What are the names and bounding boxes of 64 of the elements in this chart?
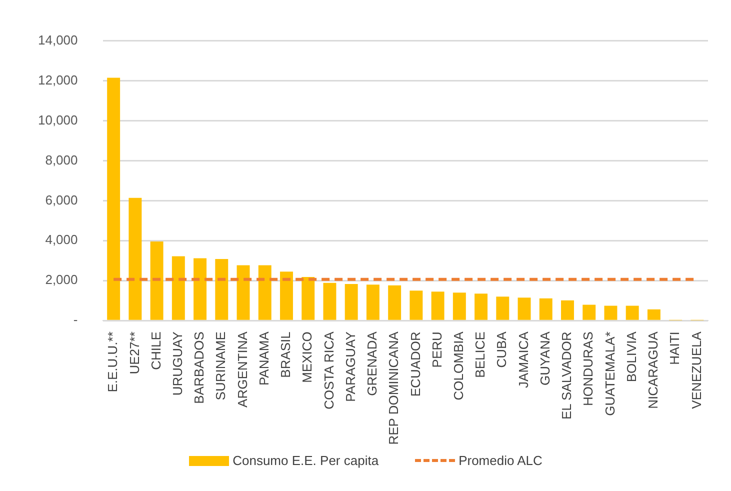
bar xyxy=(410,290,423,320)
bar xyxy=(236,265,250,320)
x-tick-label: CHILE xyxy=(148,331,164,370)
bar xyxy=(474,294,488,320)
x-tick-label: EL SALVADOR xyxy=(559,332,574,420)
x-tick-label: HAITI xyxy=(667,332,682,365)
y-tick-label: 6,000 xyxy=(45,192,78,208)
y-tick-label: 2,000 xyxy=(45,272,78,288)
x-tick-label: COLOMBIA xyxy=(451,331,466,400)
x-tick-label: E.E.U.U.** xyxy=(105,332,120,392)
y-tick-label: 14,000 xyxy=(38,32,78,48)
x-tick-label: MEXICO xyxy=(300,332,315,383)
x-tick-label: BARBADOS xyxy=(192,331,207,404)
x-tick-label: BRASIL xyxy=(278,332,294,378)
bar xyxy=(452,292,466,320)
bar xyxy=(128,198,142,320)
y-tick-label: - xyxy=(73,312,78,328)
y-tick-label: 8,000 xyxy=(45,152,78,168)
bar xyxy=(302,277,315,320)
bar xyxy=(194,258,207,320)
x-tick-label: GUATEMALA* xyxy=(602,332,618,416)
bar xyxy=(150,241,164,320)
legend-label: Promedio ALC xyxy=(458,453,542,468)
y-tick-label: 10,000 xyxy=(38,112,78,128)
bar xyxy=(344,284,358,320)
bar xyxy=(431,292,444,320)
bar xyxy=(172,256,185,320)
bar xyxy=(518,298,531,320)
bar xyxy=(604,306,618,320)
bar xyxy=(366,284,380,320)
x-tick-label: COSTA RICA xyxy=(321,331,336,410)
x-tick-label: ECUADOR xyxy=(408,332,423,397)
x-tick-label: REP DOMINICANA xyxy=(386,331,402,445)
bar xyxy=(539,298,552,320)
x-tick-label: NICARAGUA xyxy=(646,331,661,409)
x-tick-label: JAMAICA xyxy=(516,331,531,388)
bar xyxy=(561,300,574,320)
x-tick-label: HONDURAS xyxy=(580,331,596,406)
bar xyxy=(280,272,293,320)
x-tick-label: CUBA xyxy=(494,331,510,368)
bar xyxy=(647,309,660,320)
legend-label: Consumo E.E. Per capita xyxy=(232,453,379,468)
x-tick-label: BELICE xyxy=(472,331,488,378)
x-tick-label: PERU xyxy=(429,332,444,368)
y-tick-label: 4,000 xyxy=(45,232,78,248)
bar xyxy=(107,78,120,320)
x-tick-label: URUGUAY xyxy=(170,331,185,396)
x-tick-label: ARGENTINA xyxy=(234,331,250,408)
bar xyxy=(323,282,336,320)
y-tick-label: 12,000 xyxy=(38,72,78,88)
x-tick-label: GUYANA xyxy=(537,331,552,386)
bar xyxy=(388,285,402,320)
x-tick-label: PANAMA xyxy=(256,331,272,386)
x-tick-label: PARAGUAY xyxy=(342,331,358,402)
bar xyxy=(496,296,510,320)
x-tick-label: VENEZUELA xyxy=(688,331,704,409)
x-tick-label: UE27** xyxy=(126,332,142,374)
bar xyxy=(215,259,228,320)
x-tick-label: SURINAME xyxy=(213,331,228,400)
x-tick-label: BOLIVIA xyxy=(624,331,639,382)
bar xyxy=(626,306,639,320)
bar xyxy=(582,304,596,320)
x-tick-label: GRENADA xyxy=(364,331,380,396)
bar xyxy=(258,265,272,320)
